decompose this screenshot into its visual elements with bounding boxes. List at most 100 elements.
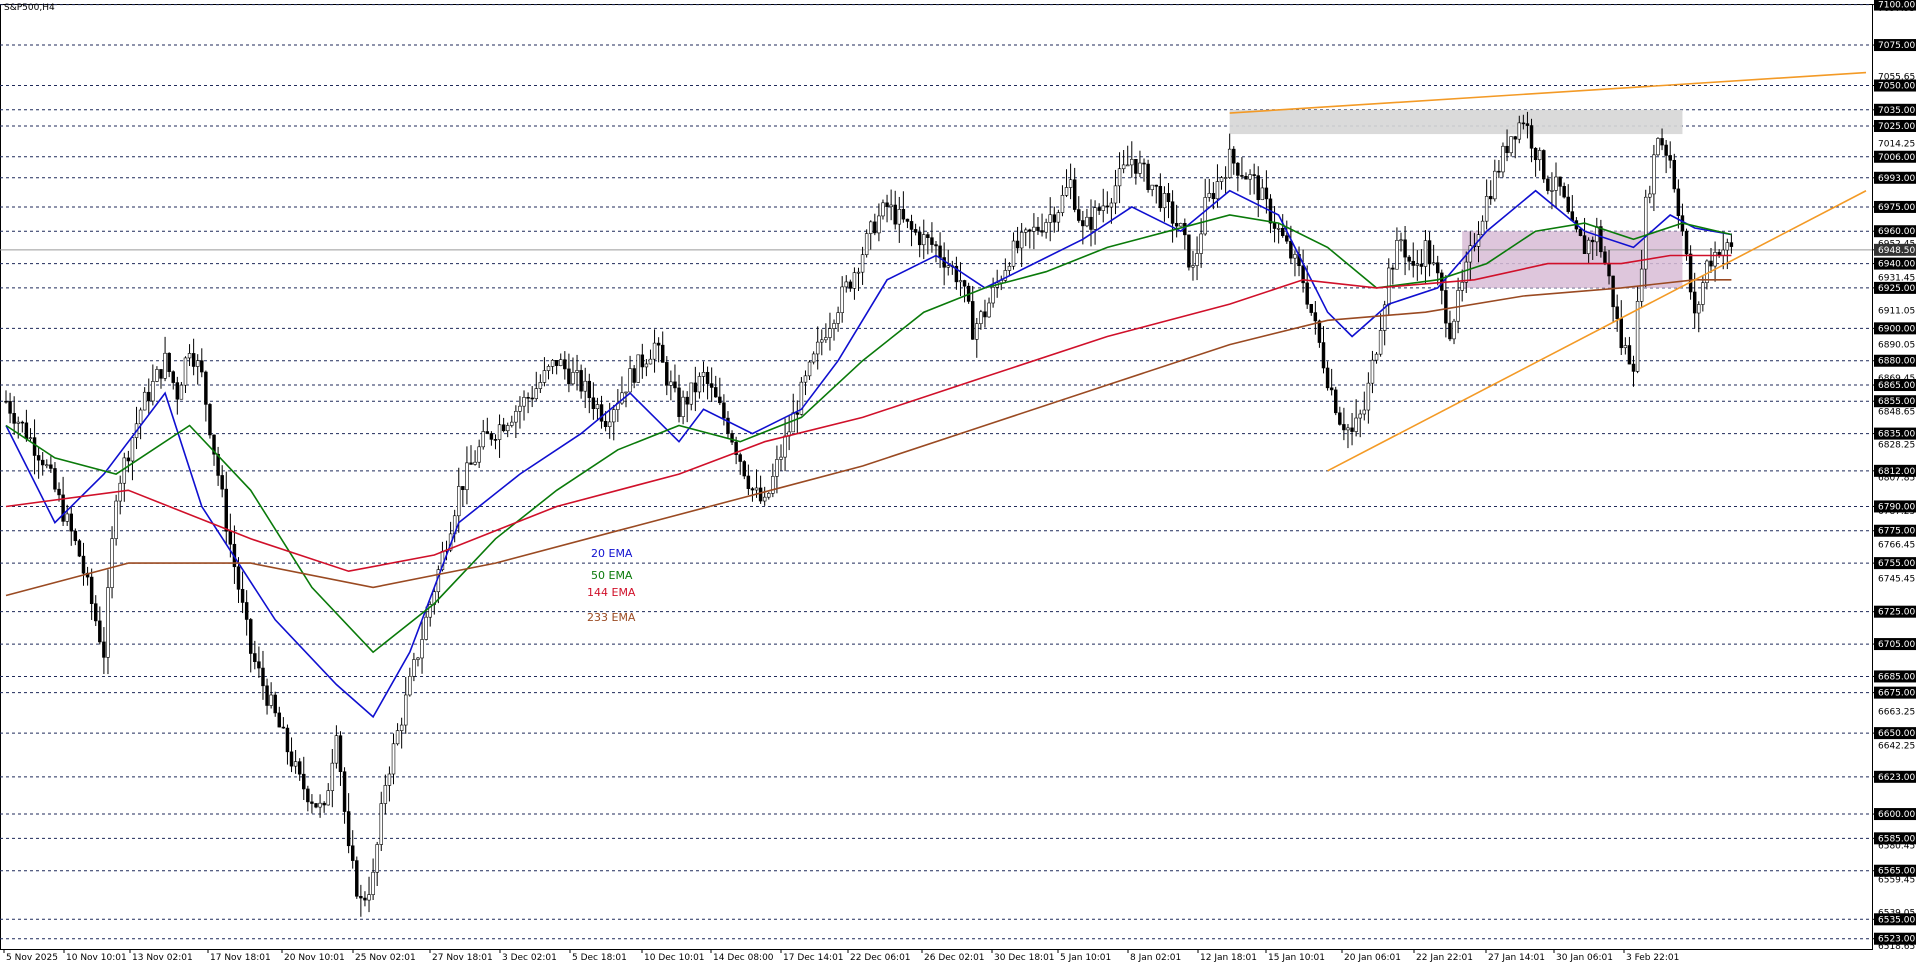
- price-level-badge: [1874, 243, 1916, 256]
- candle-body: [40, 459, 45, 466]
- candle-body: [1672, 159, 1677, 190]
- candle-body: [677, 387, 681, 417]
- price-level-badge: [1874, 103, 1916, 116]
- candle-body: [1256, 175, 1260, 201]
- candle-body: [94, 603, 98, 622]
- candle-body: [693, 382, 698, 393]
- candle-body: [142, 391, 147, 411]
- candle-body: [326, 790, 330, 806]
- candle-body: [1431, 262, 1436, 265]
- ema-line-144ema: [5, 254, 1732, 573]
- time-axis-label: 22 Dec 06:01: [850, 953, 911, 963]
- price-level-badge: [1874, 395, 1916, 408]
- candle-body: [852, 272, 857, 289]
- candle-body: [367, 894, 371, 901]
- candle-body: [1692, 291, 1697, 314]
- candle-body: [1480, 220, 1485, 235]
- candle-body: [350, 845, 355, 861]
- candle-body: [1146, 163, 1150, 190]
- candle-body: [734, 441, 738, 455]
- candle-body: [673, 381, 677, 389]
- candle-body: [559, 359, 563, 366]
- candle-body: [848, 281, 853, 289]
- candle-body: [1276, 227, 1281, 230]
- candle-body: [175, 382, 180, 400]
- price-level-label: 6600.00: [1878, 810, 1915, 820]
- price-level-badge: [1874, 119, 1916, 132]
- candle-body: [738, 454, 742, 462]
- candle-body: [1615, 306, 1619, 320]
- candle-body: [726, 417, 730, 434]
- candle-body: [579, 370, 583, 392]
- candle-body: [909, 221, 914, 230]
- candle-body: [742, 461, 747, 477]
- candle-body: [1048, 214, 1052, 223]
- candle-body: [1007, 265, 1012, 271]
- price-level-label: 6755.00: [1878, 559, 1915, 569]
- candle-body: [1660, 138, 1664, 146]
- candle-body: [624, 391, 628, 394]
- candle-body: [1248, 174, 1252, 180]
- candle-body: [1705, 260, 1709, 283]
- price-level-label: 7050.00: [1878, 82, 1915, 92]
- candle-body: [220, 475, 224, 490]
- candle-body: [714, 387, 718, 398]
- candle-body: [1329, 387, 1334, 391]
- candle-body: [355, 860, 359, 897]
- candle-body: [730, 433, 734, 443]
- candle-body: [930, 237, 934, 245]
- candle-body: [603, 420, 608, 427]
- candle-body: [709, 383, 714, 388]
- candle-body: [1117, 168, 1122, 187]
- price-axis: 7097.957055.657014.256952.456931.456911.…: [1872, 0, 1916, 952]
- candle-body: [285, 727, 290, 753]
- candle-body: [1725, 242, 1730, 251]
- candle-body: [669, 381, 673, 386]
- candle-body: [81, 555, 86, 574]
- candle-body: [1562, 186, 1566, 198]
- candle-body: [681, 396, 685, 417]
- candle-body: [514, 410, 518, 423]
- candle-body: [1729, 242, 1734, 247]
- price-scale-label: 6766.45: [1878, 541, 1915, 551]
- candle-body: [1517, 122, 1522, 140]
- candle-body: [530, 397, 534, 400]
- candle-body: [36, 455, 41, 461]
- candle-body: [542, 370, 547, 383]
- candle-body: [1334, 389, 1338, 414]
- candle-body: [167, 352, 171, 372]
- time-axis: 5 Nov 2025 10 Nov 10:01 13 Nov 02:01 17 Nov…: [3, 949, 1679, 963]
- legend-ema144: 144 EMA: [587, 586, 636, 599]
- candle-body: [1121, 164, 1126, 170]
- candle-body: [836, 312, 840, 324]
- candle-body: [1374, 353, 1379, 361]
- candle-body: [587, 380, 592, 399]
- candle-body: [979, 311, 983, 324]
- candle-body: [1497, 170, 1501, 173]
- candle-body: [815, 341, 820, 355]
- candle-body: [228, 530, 233, 545]
- price-level-badge: [1874, 171, 1916, 184]
- candle-body: [20, 421, 25, 424]
- candle-body: [1130, 158, 1134, 166]
- price-scale-label: 6559.45: [1878, 876, 1915, 886]
- candle-body: [1505, 145, 1509, 154]
- candle-body: [110, 538, 114, 588]
- candle-body: [416, 657, 420, 660]
- candle-body: [811, 353, 816, 363]
- candle-body: [807, 361, 812, 377]
- candle-body: [591, 397, 596, 409]
- candle-body: [1415, 263, 1420, 266]
- candle-body: [1093, 207, 1097, 230]
- price-level-badge: [1874, 200, 1916, 213]
- candle-body: [1484, 196, 1489, 222]
- price-level-label: 6650.00: [1878, 729, 1915, 739]
- candle-body: [762, 496, 767, 502]
- candle-body: [244, 602, 249, 620]
- candle-body: [1599, 226, 1603, 253]
- candle-body: [554, 360, 559, 366]
- candle-body: [122, 457, 127, 484]
- candle-body: [412, 659, 416, 677]
- candle-body: [1309, 303, 1313, 313]
